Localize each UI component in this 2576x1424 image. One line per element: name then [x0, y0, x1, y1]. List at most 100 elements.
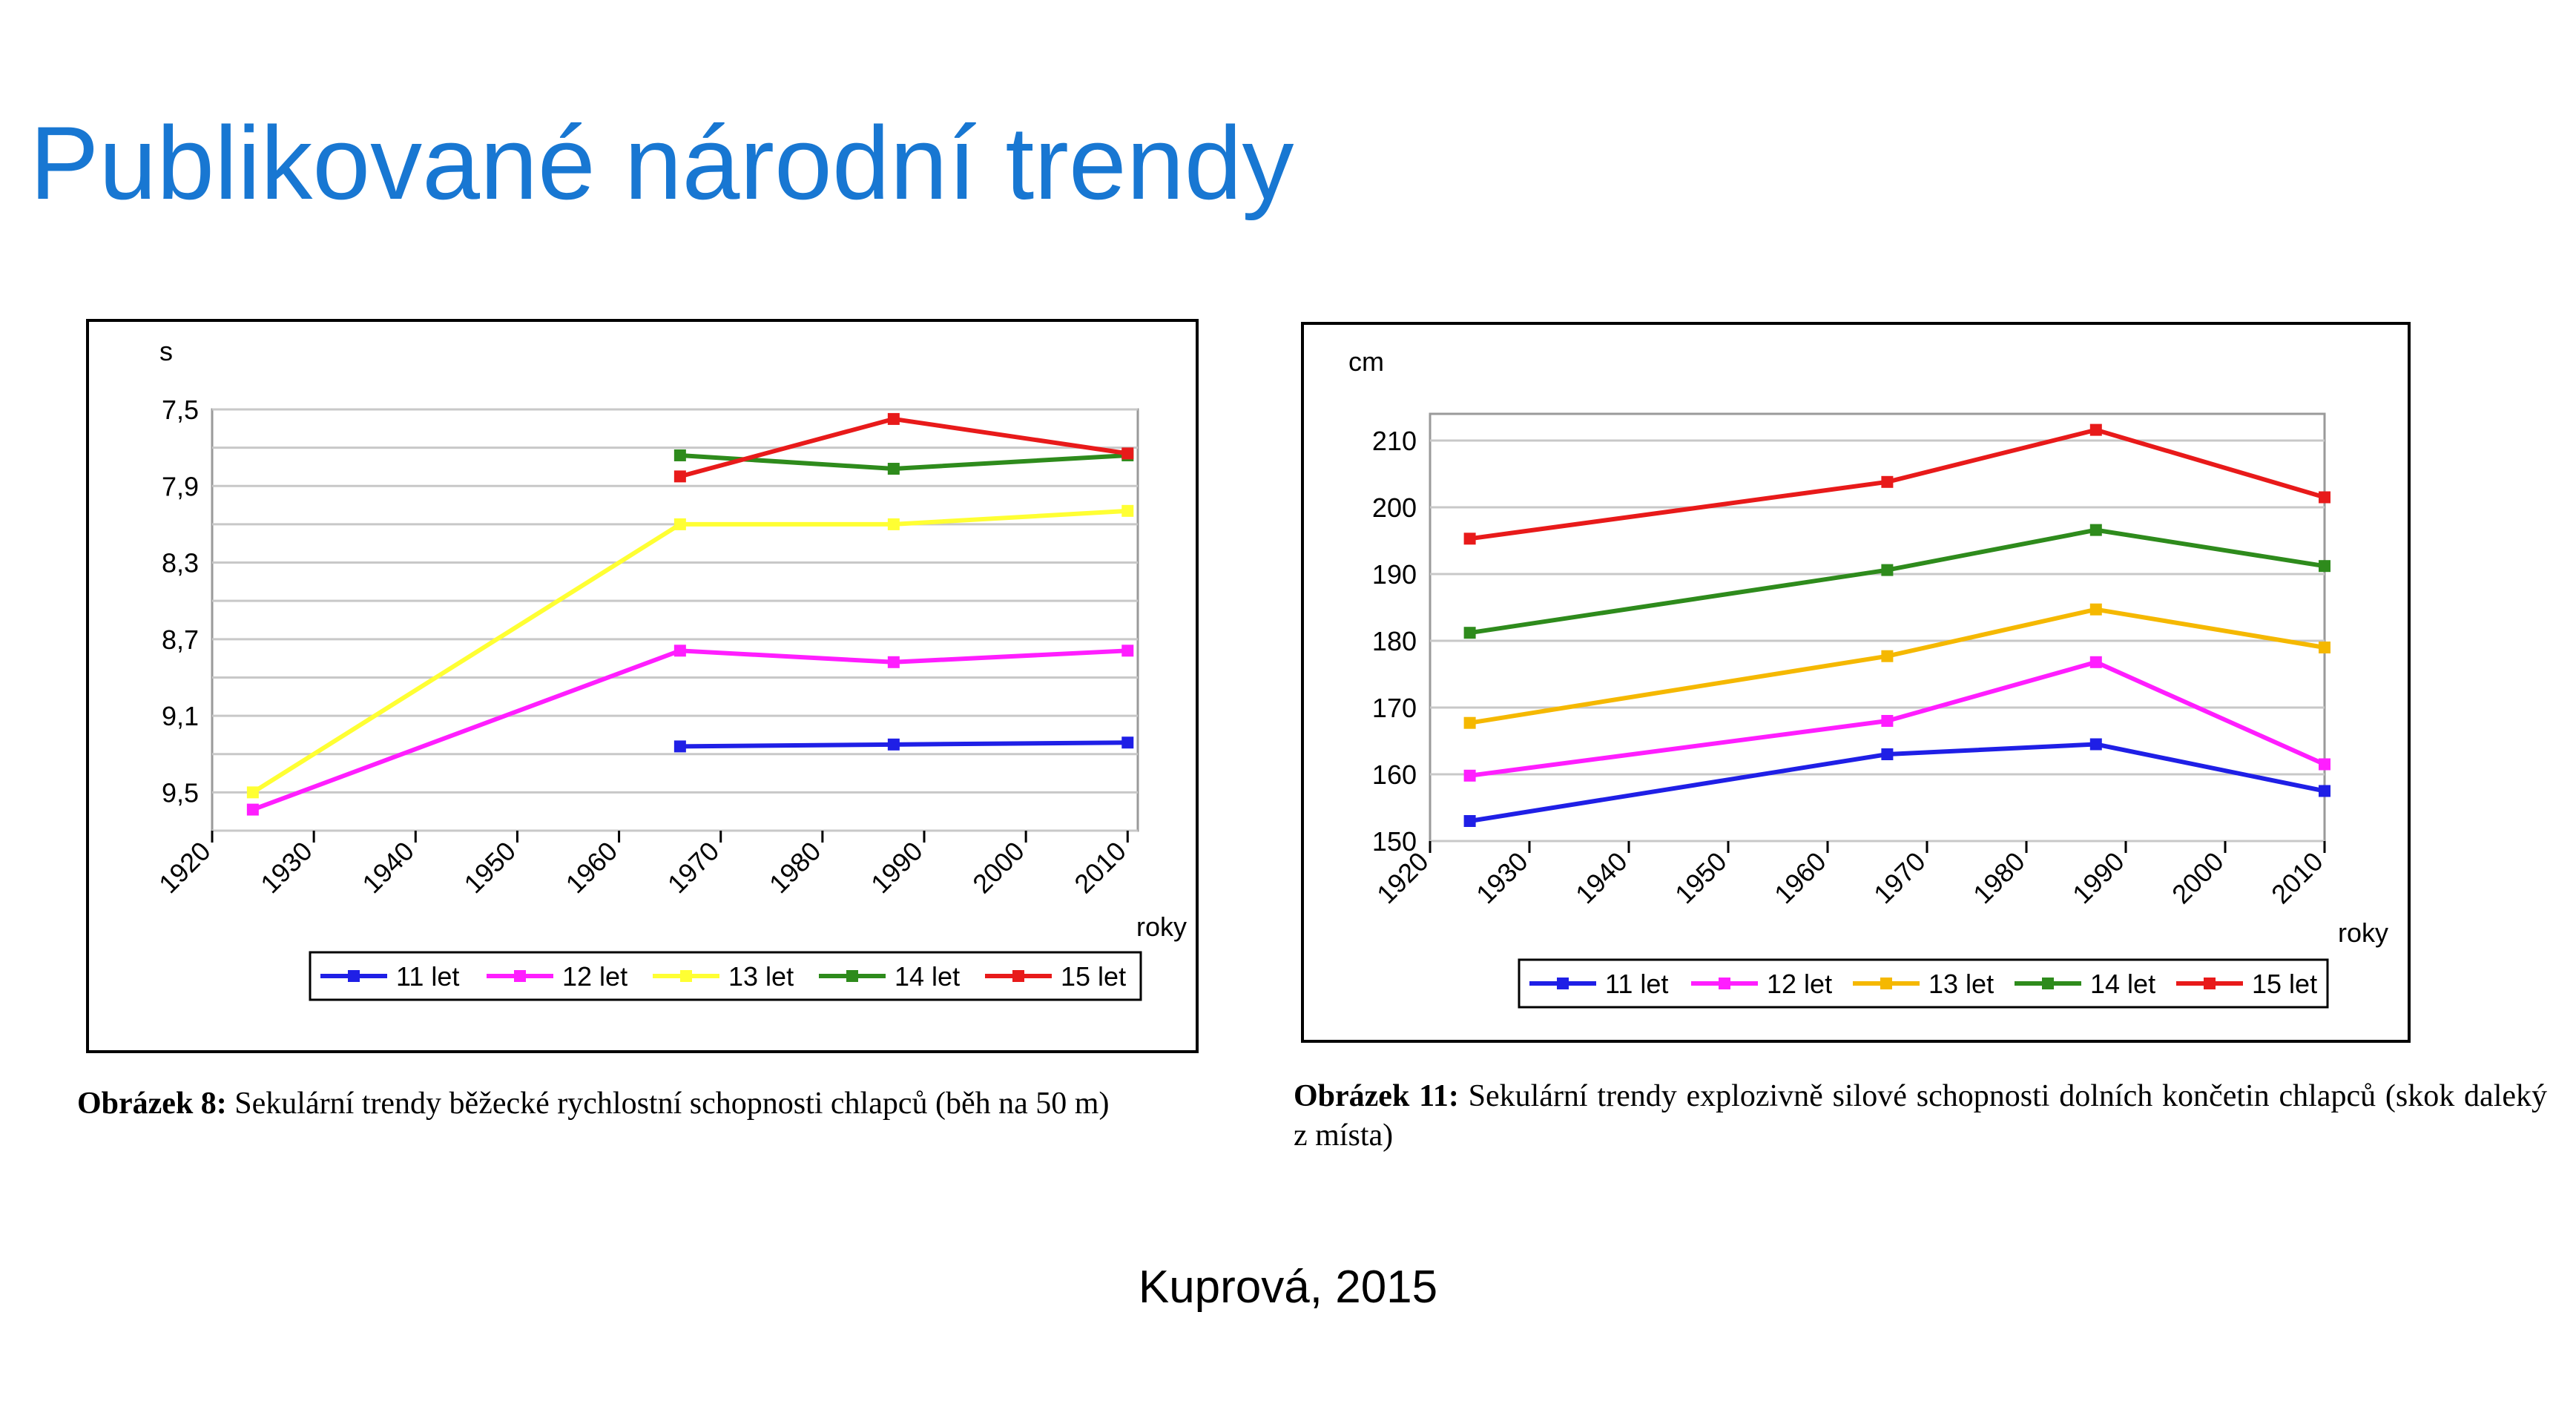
data-point — [887, 412, 900, 425]
data-point — [1121, 447, 1134, 460]
data-point — [673, 470, 686, 483]
legend-label: 15 let — [1061, 961, 1126, 992]
series-line — [251, 508, 1128, 794]
legend-label: 11 let — [1605, 969, 1668, 999]
legend-label: 12 let — [562, 961, 627, 992]
data-point — [2319, 491, 2330, 504]
data-point — [673, 740, 686, 753]
legend-item: 12 let — [487, 961, 627, 992]
series-15-let — [673, 412, 1134, 483]
caption-figure-11: Obrázek 11: Sekulární trendy explozivně … — [1294, 1077, 2547, 1155]
data-point — [1463, 533, 1476, 545]
legend-label: 13 let — [728, 961, 794, 992]
series-12-let — [1463, 656, 2330, 782]
legend-item: 13 let — [653, 961, 794, 992]
caption-label: Obrázek 8: — [77, 1087, 227, 1121]
legend-item: 11 let — [320, 961, 459, 992]
chart-running-speed: 7,5 7,9 8,3 8,7 9,1 9,5 s 1920 1930 1940 1950 1960 1… — [86, 319, 1199, 1053]
y-tick-label: 180 — [1372, 626, 1417, 656]
y-tick-label: 7,9 — [162, 471, 199, 501]
legend-label: 14 let — [895, 961, 960, 992]
x-axis-label: roky — [1136, 912, 1187, 942]
data-point — [246, 803, 259, 816]
series-15-let — [1463, 423, 2330, 545]
source-credit: Kuprová, 2015 — [1138, 1262, 1438, 1313]
legend-item: 14 let — [2015, 969, 2155, 999]
data-point — [1881, 564, 1894, 576]
data-point — [2319, 642, 2330, 653]
y-axis-label: s — [159, 336, 173, 366]
data-point — [1121, 504, 1134, 517]
x-axis-label: roky — [2338, 917, 2388, 948]
data-point — [2089, 656, 2102, 668]
data-point — [1881, 650, 1894, 662]
legend-item: 12 let — [1691, 969, 1832, 999]
data-point — [887, 518, 900, 530]
data-point — [673, 645, 686, 657]
caption-text: Sekulární trendy explozivně silové schop… — [1294, 1079, 2548, 1153]
caption-text: Sekulární trendy běžecké rychlostní scho… — [226, 1087, 1110, 1121]
data-point — [2089, 603, 2102, 616]
legend-swatch-marker — [1557, 978, 1569, 989]
series-13-let — [1463, 603, 2330, 729]
chart-long-jump: 150 160 170 180 190 200 210 cm 1920 1930 1940 1950 1… — [1301, 322, 2411, 1043]
y-tick-label: 7,5 — [162, 395, 199, 425]
legend-label: 13 let — [1928, 969, 1994, 999]
caption-label: Obrázek 11: — [1294, 1079, 1459, 1113]
legend-label: 14 let — [2090, 969, 2155, 999]
data-point — [2089, 738, 2102, 751]
series-line — [1469, 527, 2325, 636]
series-12-let — [246, 645, 1134, 816]
legend-swatch-marker — [846, 970, 858, 982]
data-point — [673, 449, 686, 461]
series-13-let — [246, 504, 1134, 799]
y-tick-label: 8,7 — [162, 624, 199, 655]
data-point — [887, 656, 900, 668]
legend: 11 let 12 let 13 let 14 let 15 let — [309, 951, 1142, 1001]
legend-swatch-marker — [1880, 978, 1892, 989]
data-point — [1881, 475, 1894, 488]
legend-item: 11 let — [1529, 969, 1668, 999]
legend-swatch-marker — [514, 970, 526, 982]
data-point — [887, 463, 900, 475]
y-tick-label: 160 — [1372, 759, 1417, 790]
legend-swatch-marker — [680, 970, 692, 982]
data-point — [1121, 645, 1134, 657]
y-tick-label: 9,5 — [162, 777, 199, 808]
legend-label: 12 let — [1767, 969, 1832, 999]
data-point — [1463, 815, 1476, 827]
series-11-let — [673, 736, 1134, 753]
series-line — [1469, 427, 2325, 541]
data-point — [887, 738, 900, 751]
legend: 11 let 12 let 13 let 14 let 15 let — [1518, 958, 2329, 1009]
y-tick-label: 8,3 — [162, 548, 199, 578]
legend-swatch-marker — [348, 970, 360, 982]
data-point — [1463, 716, 1476, 729]
legend-label: 11 let — [396, 961, 459, 992]
data-point — [1881, 715, 1894, 727]
data-point — [1121, 736, 1134, 749]
plot-area — [1429, 412, 2326, 843]
data-point — [246, 786, 259, 799]
y-tick-label: 150 — [1372, 826, 1417, 857]
data-point — [2319, 560, 2330, 573]
data-point — [1881, 748, 1894, 760]
series-line — [251, 648, 1128, 812]
legend-label: 15 let — [2252, 969, 2317, 999]
y-tick-label: 210 — [1372, 426, 1417, 456]
legend-swatch-marker — [2042, 978, 2054, 989]
legend-swatch-marker — [1719, 978, 1730, 989]
series-line — [1469, 607, 2325, 725]
legend-swatch-marker — [1012, 970, 1024, 982]
data-point — [2089, 423, 2102, 436]
data-point — [2319, 758, 2330, 771]
y-tick-label: 190 — [1372, 559, 1417, 590]
legend-item: 15 let — [2176, 969, 2317, 999]
legend-item: 14 let — [819, 961, 960, 992]
data-point — [1463, 769, 1476, 782]
y-tick-label: 200 — [1372, 492, 1417, 523]
y-tick-label: 170 — [1372, 693, 1417, 723]
data-point — [673, 518, 686, 530]
